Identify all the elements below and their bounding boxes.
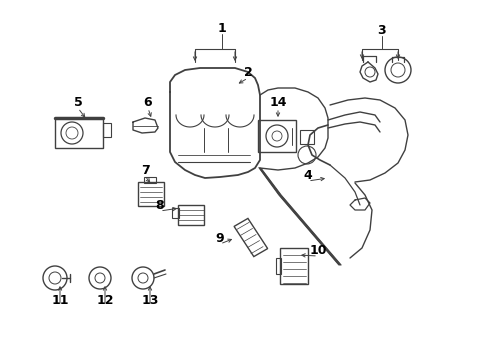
Bar [55,118,103,148]
Text: 2: 2 [243,66,252,78]
Bar [299,130,313,144]
Bar [275,258,281,274]
Text: 9: 9 [215,231,224,244]
Text: 14: 14 [269,95,286,108]
Text: 6: 6 [143,95,152,108]
Bar [280,248,307,284]
Text: 3: 3 [377,23,386,36]
Bar [143,177,156,183]
Text: 8: 8 [155,198,164,212]
Text: 7: 7 [141,163,149,176]
Bar [178,205,203,225]
Text: 11: 11 [51,293,69,306]
Bar [138,182,163,206]
Bar [258,120,295,152]
Bar [172,208,179,218]
Text: 1: 1 [217,22,226,35]
Text: 4: 4 [303,168,312,181]
Text: 13: 13 [141,293,159,306]
Text: 12: 12 [96,293,114,306]
Text: 10: 10 [308,243,326,257]
Text: 5: 5 [74,95,82,108]
Bar [103,123,111,137]
